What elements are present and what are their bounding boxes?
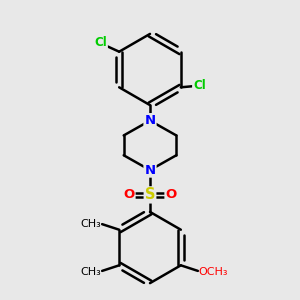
Text: N: N [144,164,156,177]
Text: Cl: Cl [94,36,107,49]
Text: CH₃: CH₃ [80,266,101,277]
Text: CH₃: CH₃ [80,218,101,229]
Text: S: S [145,188,155,202]
Text: O: O [123,188,135,201]
Text: OCH₃: OCH₃ [199,266,228,277]
Text: O: O [165,188,177,201]
Text: Cl: Cl [193,79,206,92]
Text: N: N [144,114,156,127]
